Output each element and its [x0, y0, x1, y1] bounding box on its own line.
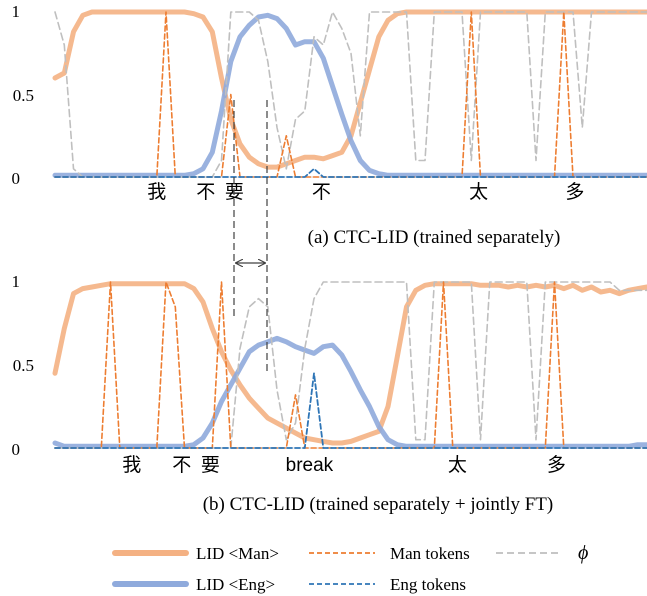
legend-item-lid-eng: LID <Eng> — [112, 575, 275, 594]
ytick-label: 0 — [12, 169, 21, 188]
token-label: 多 — [547, 454, 566, 476]
series-lid-man — [52, 281, 647, 446]
legend-label: LID <Man> — [196, 544, 279, 563]
token-label: break — [286, 455, 334, 476]
ytick-label: 0 — [12, 440, 21, 459]
series-man-tokens — [54, 281, 647, 449]
series-eng-tokens — [54, 372, 647, 449]
token-label: 不 — [172, 455, 191, 476]
ytick-label: 0.5 — [13, 356, 34, 375]
token-label: 多 — [565, 181, 584, 203]
legend-item-phi: ϕ — [496, 542, 588, 564]
token-labels-b: 我 不 要 break 太 多 — [122, 454, 566, 476]
caption-b: (b) CTC-LID (trained separately + jointl… — [203, 494, 554, 515]
series-layer-a — [52, 9, 647, 178]
legend-label: ϕ — [578, 542, 588, 564]
series-man-tokens — [54, 11, 647, 178]
legend-item-lid-man: LID <Man> — [112, 544, 279, 563]
legend: LID <Man> Man tokens ϕ LID <Eng> Eng tok… — [112, 542, 588, 594]
series-phi — [54, 11, 647, 178]
token-label: 太 — [448, 454, 467, 476]
token-label: 不 — [196, 182, 215, 203]
panel-b: 1 0.5 0 我 不 要 break 太 多 (b) CTC-LID (tra… — [12, 272, 647, 515]
caption-a: (a) CTC-LID (trained separately) — [308, 227, 561, 248]
token-label: 太 — [469, 181, 488, 203]
legend-item-eng-tokens: Eng tokens — [309, 575, 466, 594]
ytick-label: 1 — [12, 2, 21, 21]
ytick-label: 1 — [12, 272, 21, 291]
legend-item-man-tokens: Man tokens — [309, 544, 470, 563]
token-label: 不 — [312, 182, 331, 203]
series-phi — [54, 281, 647, 449]
series-eng-tokens — [54, 167, 647, 178]
token-label: 我 — [122, 454, 141, 476]
token-label: 我 — [147, 181, 166, 203]
token-labels-a: 我 不 要 不 太 多 — [147, 181, 584, 203]
legend-label: Eng tokens — [390, 575, 466, 594]
ytick-label: 0.5 — [13, 86, 34, 105]
series-lid-eng — [52, 12, 647, 178]
token-label: 要 — [201, 455, 220, 476]
series-layer-b — [52, 281, 647, 449]
shift-indicator — [233, 100, 268, 375]
series-lid-eng — [52, 335, 647, 449]
legend-label: Man tokens — [390, 544, 470, 563]
legend-label: LID <Eng> — [196, 575, 275, 594]
panel-a: 1 0.5 0 我 不 要 不 太 多 (a) CTC-LID (trained… — [12, 2, 647, 248]
